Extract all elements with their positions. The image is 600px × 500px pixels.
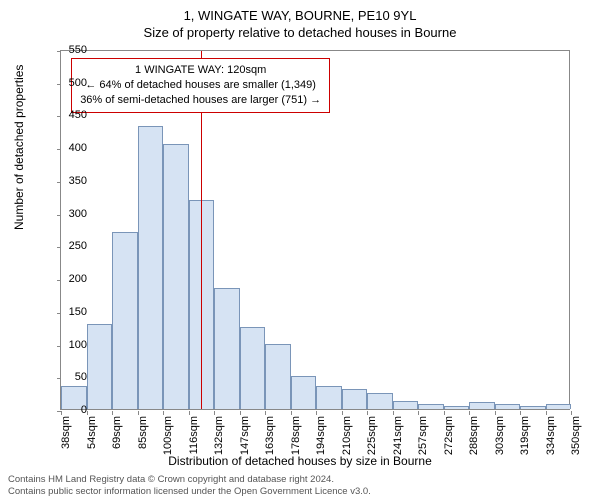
x-tick-mark [214, 411, 215, 415]
x-tick-mark [571, 411, 572, 415]
y-tick-label: 300 [57, 208, 87, 220]
histogram-bar [87, 324, 113, 409]
y-tick-label: 150 [57, 306, 87, 318]
x-tick-mark [240, 411, 241, 415]
histogram-bar [520, 406, 546, 409]
y-tick-label: 200 [57, 273, 87, 285]
x-tick-label: 257sqm [417, 416, 429, 466]
histogram-bar [163, 144, 189, 409]
x-tick-label: 178sqm [290, 416, 302, 466]
histogram-bar [469, 402, 495, 409]
x-tick-label: 85sqm [137, 416, 149, 466]
x-tick-label: 350sqm [570, 416, 582, 466]
histogram-bar [367, 393, 393, 409]
title-main: 1, WINGATE WAY, BOURNE, PE10 9YL [0, 0, 600, 23]
histogram-bar [265, 344, 291, 409]
y-tick-label: 350 [57, 175, 87, 187]
x-tick-mark [520, 411, 521, 415]
x-tick-label: 69sqm [111, 416, 123, 466]
y-tick-label: 0 [57, 404, 87, 416]
y-tick-label: 50 [57, 371, 87, 383]
x-tick-mark [546, 411, 547, 415]
footer-line1: Contains HM Land Registry data © Crown c… [8, 474, 371, 486]
footer-line2: Contains public sector information licen… [8, 486, 371, 498]
x-tick-mark [495, 411, 496, 415]
x-tick-label: 288sqm [468, 416, 480, 466]
x-tick-label: 272sqm [443, 416, 455, 466]
y-axis-label: Number of detached properties [12, 65, 26, 230]
annotation-box: 1 WINGATE WAY: 120sqm← 64% of detached h… [71, 58, 330, 113]
histogram-bar [546, 404, 572, 409]
histogram-bar [291, 376, 317, 409]
x-tick-label: 210sqm [341, 416, 353, 466]
y-tick-label: 400 [57, 142, 87, 154]
x-tick-mark [316, 411, 317, 415]
chart-container: 1 WINGATE WAY: 120sqm← 64% of detached h… [60, 50, 570, 410]
x-tick-label: 241sqm [392, 416, 404, 466]
x-tick-label: 303sqm [494, 416, 506, 466]
y-tick-label: 500 [57, 77, 87, 89]
x-tick-label: 194sqm [315, 416, 327, 466]
x-tick-mark [138, 411, 139, 415]
footer-attribution: Contains HM Land Registry data © Crown c… [8, 474, 371, 498]
histogram-bar [138, 126, 164, 409]
x-tick-label: 163sqm [264, 416, 276, 466]
x-tick-mark [163, 411, 164, 415]
title-sub: Size of property relative to detached ho… [0, 23, 600, 40]
histogram-bar [393, 401, 419, 409]
x-tick-mark [469, 411, 470, 415]
x-tick-label: 54sqm [86, 416, 98, 466]
x-tick-mark [112, 411, 113, 415]
x-tick-mark [418, 411, 419, 415]
histogram-bar [214, 288, 240, 409]
x-tick-mark [265, 411, 266, 415]
histogram-bar [418, 404, 444, 409]
histogram-bar [316, 386, 342, 409]
x-tick-label: 334sqm [545, 416, 557, 466]
histogram-bar [342, 389, 368, 409]
plot-area: 1 WINGATE WAY: 120sqm← 64% of detached h… [60, 50, 570, 410]
histogram-bar [112, 232, 138, 409]
x-tick-label: 116sqm [188, 416, 200, 466]
y-tick-label: 100 [57, 339, 87, 351]
x-tick-mark [189, 411, 190, 415]
x-tick-mark [393, 411, 394, 415]
y-tick-label: 250 [57, 240, 87, 252]
x-tick-mark [444, 411, 445, 415]
annotation-line1: 1 WINGATE WAY: 120sqm [80, 63, 321, 78]
x-tick-label: 147sqm [239, 416, 251, 466]
x-tick-label: 319sqm [519, 416, 531, 466]
x-tick-label: 38sqm [60, 416, 72, 466]
y-tick-label: 550 [57, 44, 87, 56]
x-tick-mark [367, 411, 368, 415]
x-tick-label: 100sqm [162, 416, 174, 466]
x-tick-mark [291, 411, 292, 415]
y-tick-label: 450 [57, 109, 87, 121]
histogram-bar [495, 404, 521, 409]
histogram-bar [240, 327, 266, 409]
x-tick-mark [342, 411, 343, 415]
x-tick-label: 132sqm [213, 416, 225, 466]
histogram-bar [444, 406, 470, 409]
x-tick-label: 225sqm [366, 416, 378, 466]
annotation-line3: 36% of semi-detached houses are larger (… [80, 93, 321, 108]
annotation-line2: ← 64% of detached houses are smaller (1,… [80, 78, 321, 93]
